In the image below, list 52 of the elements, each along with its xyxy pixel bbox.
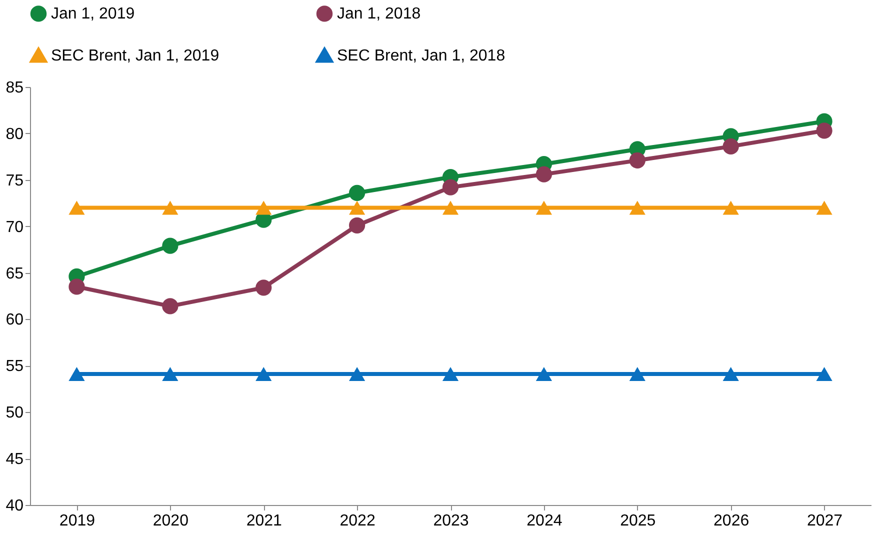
point — [348, 184, 366, 201]
point — [68, 278, 85, 295]
legend-label: Jan 1, 2019 — [51, 6, 135, 23]
point — [442, 367, 459, 382]
y-tick-label: 85 — [6, 80, 24, 96]
y-tick-label: 80 — [6, 126, 24, 143]
point — [348, 200, 366, 215]
point — [536, 367, 552, 382]
legend-label: SEC Brent, Jan 1, 2018 — [337, 48, 506, 64]
y-tick-label: 45 — [6, 451, 24, 468]
point — [629, 367, 646, 382]
point — [722, 138, 739, 154]
point — [816, 367, 832, 382]
x-tick-label: 2021 — [246, 512, 282, 530]
x-tick-label: 2027 — [806, 512, 843, 530]
y-tick-label: 55 — [6, 358, 24, 376]
x-tick-label: 2023 — [433, 512, 469, 530]
x-tick-label: 2019 — [59, 512, 96, 530]
point — [536, 200, 552, 215]
point — [162, 238, 178, 254]
point — [348, 217, 366, 234]
point — [442, 179, 459, 196]
y-tick-label: 70 — [6, 218, 24, 236]
point — [722, 367, 739, 382]
y-tick-label: 40 — [6, 498, 24, 514]
x-tick-label: 2022 — [340, 512, 376, 530]
point — [162, 200, 178, 215]
point — [162, 367, 178, 382]
point — [816, 122, 832, 139]
x-tick-label: 2024 — [526, 512, 562, 530]
point — [816, 200, 832, 215]
y-tick-label: 60 — [6, 312, 24, 329]
x-tick-label: 2026 — [714, 512, 750, 530]
point — [442, 200, 459, 215]
point — [629, 152, 646, 168]
legend-label: Jan 1, 2018 — [337, 6, 421, 23]
point — [68, 200, 85, 215]
x-tick-label: 2020 — [152, 512, 189, 530]
point — [162, 298, 178, 314]
point — [536, 166, 552, 182]
y-tick-label: 75 — [6, 172, 24, 190]
point — [256, 200, 272, 215]
point — [629, 200, 646, 215]
y-tick-label: 65 — [6, 265, 24, 282]
point — [256, 367, 272, 382]
point — [68, 367, 85, 382]
point — [348, 367, 366, 382]
point — [256, 280, 272, 296]
legend-label: SEC Brent, Jan 1, 2019 — [51, 48, 220, 64]
y-tick-label: 50 — [6, 404, 24, 422]
point — [722, 200, 739, 215]
x-tick-label: 2025 — [620, 512, 656, 530]
